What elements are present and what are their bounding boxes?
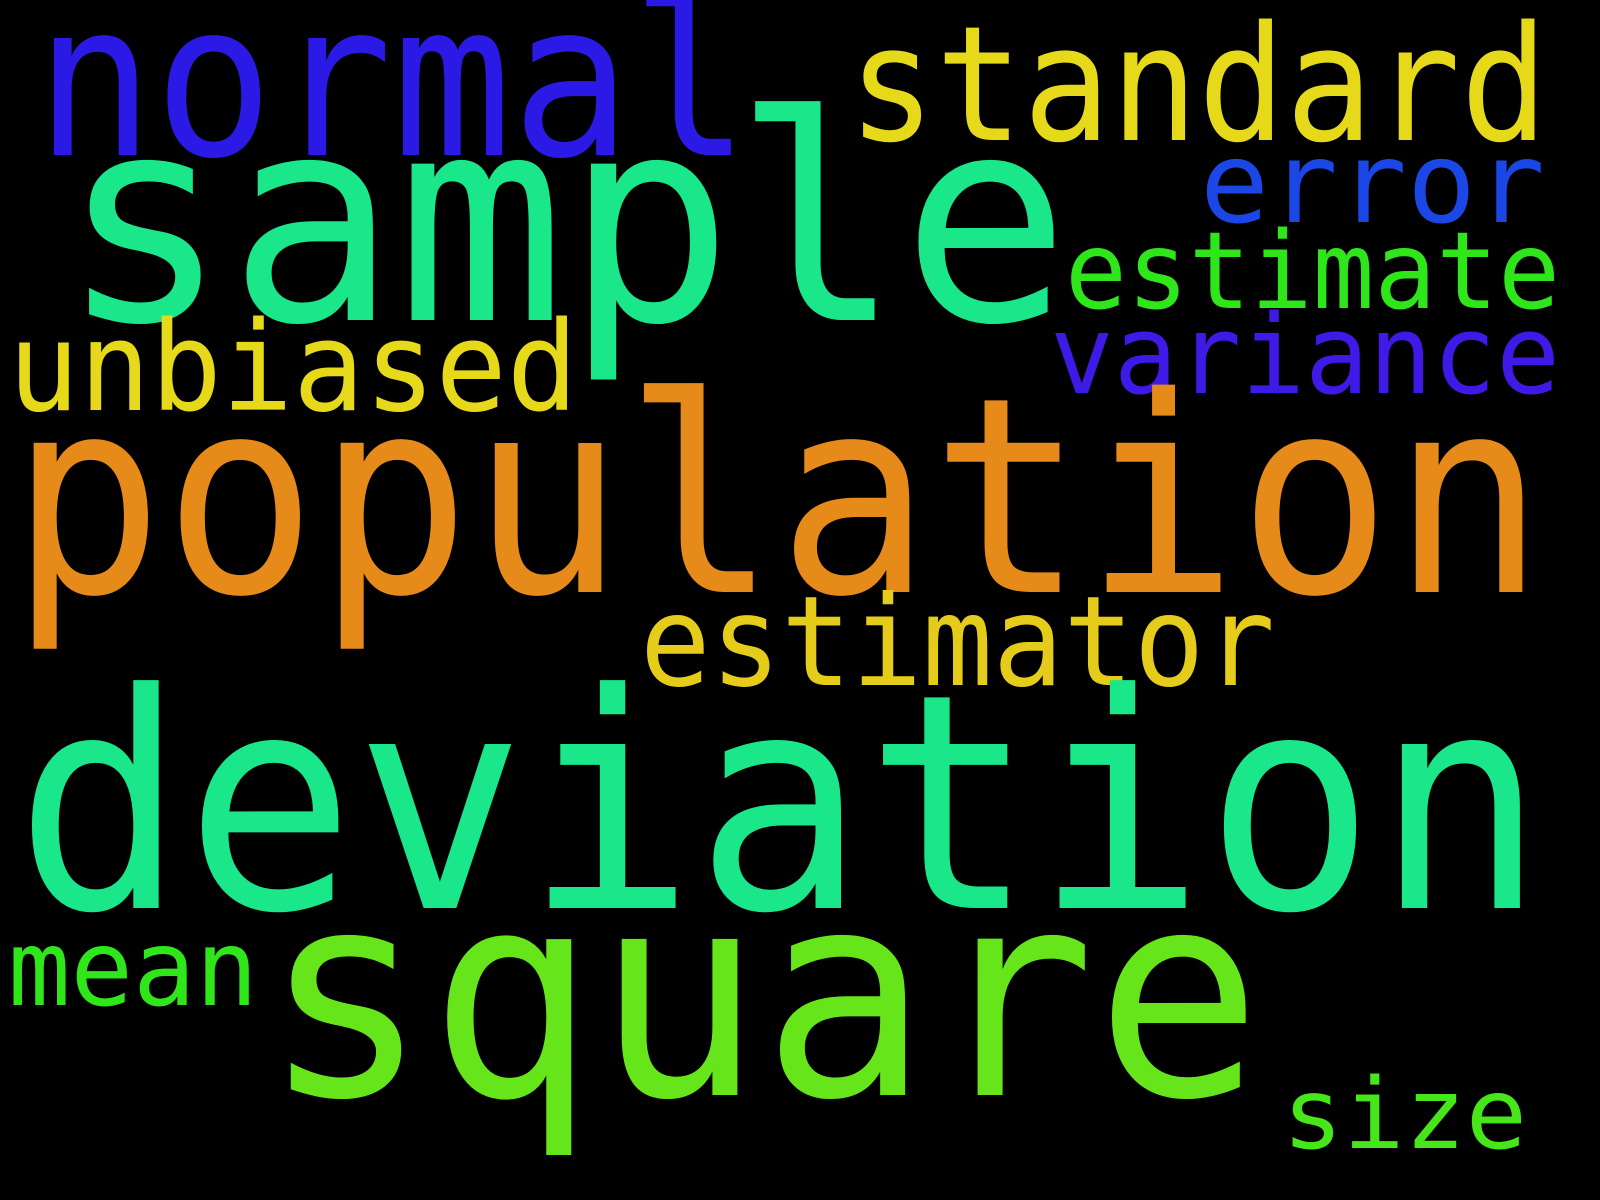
word-unbiased: unbiased [8,296,578,440]
word-estimator: estimator [640,570,1275,715]
word-standard: standard [848,0,1548,178]
word-error: error [1200,119,1545,249]
word-normal: normal [35,0,750,206]
word-mean: mean [8,908,258,1030]
word-sample: sample [60,56,1070,388]
word-variance: variance [1050,291,1560,419]
word-estimate: estimate [1065,210,1560,334]
word-size: size [1282,1058,1527,1172]
word-population: population [10,340,1545,657]
word-square: square [262,831,1262,1163]
word-deviation: deviation [15,630,1545,979]
